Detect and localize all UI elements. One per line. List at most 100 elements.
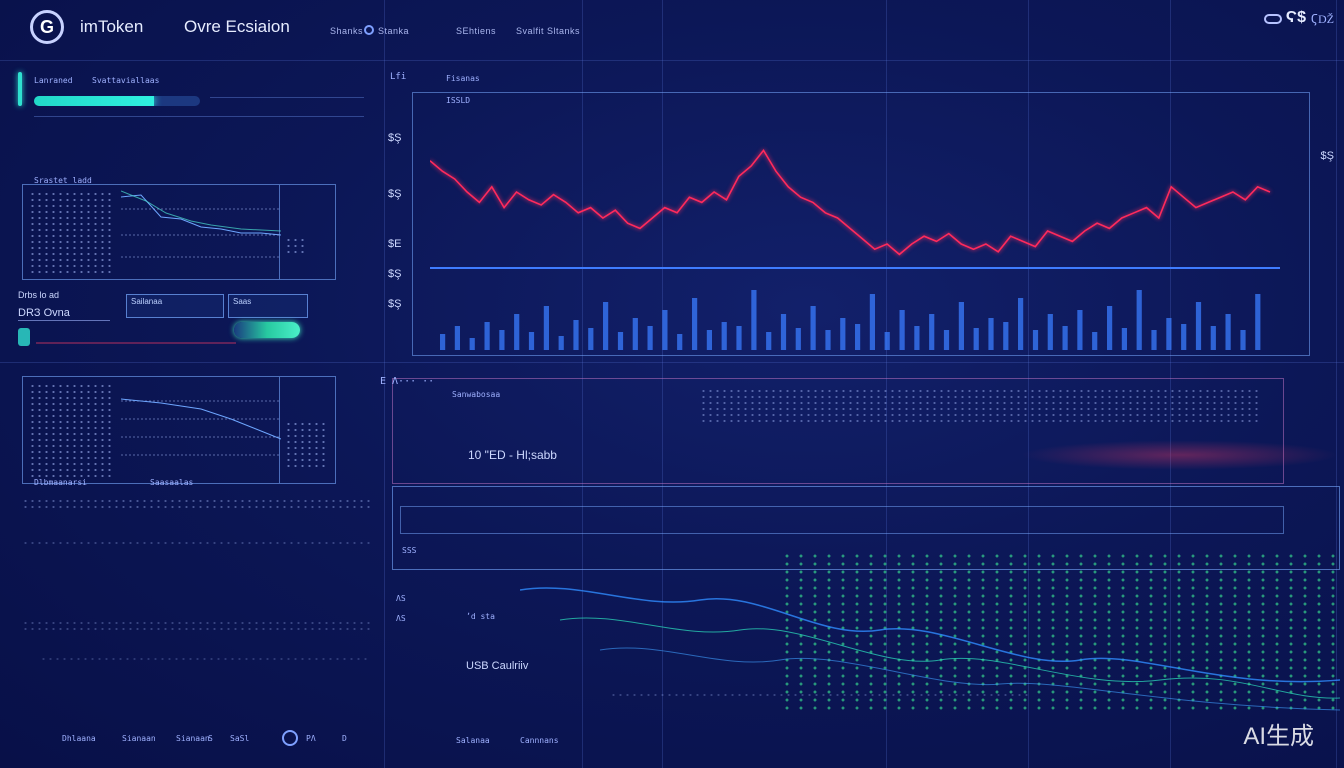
y-axis-label: $Ş <box>388 298 402 310</box>
panel-header: E Λ··· ·· <box>380 376 435 387</box>
panel-footer: Saasaalas <box>150 478 194 487</box>
volume-bar <box>632 318 638 350</box>
volume-bar <box>1240 330 1246 350</box>
currency-badge[interactable]: Ϛ$ <box>1285 9 1306 26</box>
volume-bar <box>603 302 609 350</box>
column-divider <box>279 185 280 279</box>
volume-bar <box>484 322 490 350</box>
footer-item[interactable]: D <box>342 734 347 743</box>
chart-header: ISSLD <box>446 96 471 105</box>
right-axis-label: $Ş <box>1320 150 1334 162</box>
volume-bar <box>499 330 505 350</box>
divider <box>34 116 364 117</box>
option-button[interactable]: Sailanaa <box>126 294 224 318</box>
panel-title: Lanraned <box>34 76 73 85</box>
chart-header: Fisanas <box>446 74 480 83</box>
grid-line <box>1170 0 1171 768</box>
divider <box>210 97 364 98</box>
volume-bar <box>617 332 624 350</box>
volume-bar <box>647 326 653 350</box>
nav-item[interactable]: Svalfit Sltanks <box>516 26 581 36</box>
volume-bar <box>884 332 890 350</box>
volume-bar <box>1018 298 1024 350</box>
volume-bar <box>973 328 979 350</box>
data-table-panel <box>22 376 336 484</box>
grid-line <box>1028 0 1029 768</box>
info-icon[interactable] <box>282 730 298 746</box>
footer-item[interactable]: S <box>208 734 213 743</box>
trade-row[interactable] <box>400 506 1284 534</box>
app-brand: imToken <box>80 17 144 36</box>
volume-bar <box>766 332 772 350</box>
nav-item[interactable]: SEhtiens <box>456 26 497 36</box>
accent-bar <box>18 72 22 106</box>
volume-bar <box>514 314 520 350</box>
volume-bar <box>588 328 594 350</box>
dotted-row <box>40 656 370 664</box>
nav-item[interactable]: Shanks <box>330 26 364 36</box>
volume-bar <box>1077 310 1083 350</box>
footer-item[interactable]: Sianaan <box>176 734 210 743</box>
volume-bar <box>736 326 742 350</box>
grid-line <box>582 0 583 768</box>
y-axis-label: $Ş <box>388 132 402 144</box>
price-line <box>430 148 1271 256</box>
divider <box>36 342 236 344</box>
volume-bar <box>1121 328 1127 350</box>
dotted-row <box>22 498 372 512</box>
volume-bar <box>662 310 668 350</box>
volume-bar <box>1136 290 1142 350</box>
option-button[interactable]: Saas <box>228 294 308 318</box>
volume-bar <box>440 334 446 350</box>
volume-bar <box>840 318 846 350</box>
panel-footer: Dlbmaanarsi <box>34 478 87 487</box>
footer-item[interactable]: Dhlaana <box>62 734 96 743</box>
toggle-icon[interactable] <box>1264 14 1282 24</box>
panel-label: Sanwabosaa <box>452 390 501 399</box>
y-axis-label: $Ş <box>388 188 402 200</box>
chart-header: Lfi <box>390 72 407 82</box>
toggle-switch[interactable] <box>234 322 300 338</box>
volume-bar <box>810 306 816 350</box>
row-label: 10 "ED - Hl;sabb <box>468 448 557 462</box>
volume-bar <box>795 328 801 350</box>
footer-item[interactable]: Salanaa <box>456 736 490 745</box>
nav-item[interactable]: Stanka <box>378 26 410 36</box>
globe-icon[interactable] <box>364 25 374 35</box>
volume-bar <box>825 330 831 350</box>
volume-bar <box>751 290 757 350</box>
row-tiny: ΛS <box>396 594 406 603</box>
volume-bar <box>929 314 935 350</box>
footer-item[interactable]: Sianaan <box>122 734 156 743</box>
volume-bar <box>1210 326 1216 350</box>
price-chart-panel <box>412 92 1310 356</box>
volume-bar <box>1062 326 1068 350</box>
footer-item[interactable]: PΛ <box>306 734 316 743</box>
volume-bar <box>469 338 475 350</box>
panel-subtitle: Svattaviallaas <box>92 76 160 85</box>
dotted-row <box>22 620 372 630</box>
footer-item[interactable]: SaSl <box>230 734 250 743</box>
volume-bar <box>899 310 905 350</box>
panel-title: Srastet ladd <box>34 176 92 185</box>
data-table-panel <box>22 184 336 280</box>
table-values <box>285 421 325 469</box>
imtoken-logo[interactable]: G <box>30 10 64 44</box>
volume-bar <box>869 294 875 350</box>
depth-wave <box>520 587 1340 711</box>
grid-line <box>0 362 1344 363</box>
volume-bar <box>1151 330 1157 350</box>
progress-bar <box>34 96 200 106</box>
price-chart[interactable] <box>430 140 1280 360</box>
grid-line <box>384 0 385 768</box>
volume-bar <box>1047 314 1053 350</box>
mini-chart <box>121 190 281 258</box>
footer-item[interactable]: Cannnans <box>520 736 559 745</box>
field-label: DRЗ Ovna <box>18 307 70 319</box>
column-divider <box>279 377 280 483</box>
volume-bar <box>1032 330 1039 350</box>
grid-line <box>1336 0 1337 768</box>
volume-bar <box>1225 314 1231 350</box>
y-axis-label: $Ş <box>388 268 402 280</box>
y-axis-label: $E <box>388 238 402 250</box>
